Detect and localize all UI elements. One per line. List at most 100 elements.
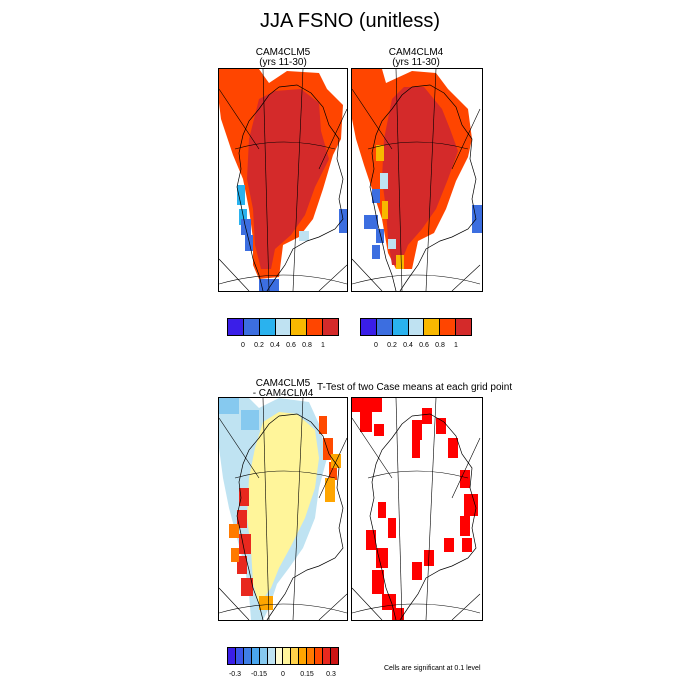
- significance-note: Cells are significant at 0.1 level: [384, 665, 481, 672]
- significant-cells: [436, 418, 446, 434]
- colorbar-swatch: [307, 319, 324, 335]
- colorbar-tick-label: 0: [281, 671, 285, 678]
- colorbar-swatch: [251, 648, 260, 664]
- case2-title-line2: (yrs 11-30): [392, 57, 440, 68]
- fsno-low-cells: [339, 209, 347, 233]
- colorbar-swatch: [361, 319, 377, 335]
- significant-cells: [460, 516, 470, 536]
- fsno-low-cells: [237, 185, 245, 205]
- significant-cells: [374, 424, 384, 436]
- coastline: [369, 84, 477, 291]
- significant-cells: [376, 548, 388, 568]
- colorbar-swatch: [440, 319, 457, 335]
- diff-negative-cells: [219, 398, 239, 414]
- colorbar-tick-label: 0.15: [300, 671, 314, 678]
- fsno-low-cells: [245, 235, 253, 251]
- diff-positive-cells: [323, 438, 333, 460]
- fsno-low-cells: [380, 173, 388, 189]
- colorbar-swatch: [330, 648, 338, 664]
- colorbar-tick-label: -0.3: [228, 671, 242, 678]
- case1-map: [219, 69, 347, 291]
- diff-positive-cells: [259, 596, 273, 610]
- diff-positive-cells: [239, 534, 251, 554]
- colorbar-swatch: [243, 319, 260, 335]
- fsno-high-region: [247, 89, 329, 269]
- diff-title-line1: CAM4CLM5: [255, 378, 311, 389]
- fsno-mid-cells: [396, 255, 404, 269]
- fsno-mid-cells: [382, 201, 388, 219]
- figure-title: JJA FSNO (unitless): [259, 10, 441, 32]
- significant-cells: [462, 538, 472, 552]
- colorbar-tick-label: 0.8: [435, 342, 445, 349]
- significant-cells: [422, 408, 432, 424]
- diff-negative-cells: [241, 410, 259, 430]
- fsno-low-cells: [241, 219, 251, 235]
- colorbar-case1: [227, 318, 339, 336]
- fsno-low-cells: [388, 239, 396, 249]
- colorbar-swatch: [228, 319, 244, 335]
- fsno-mid-cells: [376, 145, 384, 161]
- diff-positive-cells: [241, 578, 253, 596]
- colorbar-swatch: [259, 648, 268, 664]
- colorbar-tick-label: 0.6: [419, 342, 429, 349]
- colorbar-swatch: [408, 319, 425, 335]
- fsno-low-cells: [372, 189, 380, 203]
- case1-title-line1: CAM4CLM5: [255, 47, 311, 58]
- diff-positive-cells: [319, 416, 327, 434]
- diff-positive-cells: [239, 488, 249, 506]
- significant-cells: [412, 440, 420, 458]
- colorbar-tick-label: -0.15: [251, 671, 267, 678]
- colorbar-diff-labels: -0.3 -0.15 0 0.15 0.3: [227, 671, 339, 681]
- case1-title: CAM4CLM5 (yrs 11-30): [218, 48, 348, 68]
- lat-lon-grid: [352, 69, 481, 291]
- fsno-low-cells: [299, 231, 309, 241]
- colorbar-tick-label: 0.4: [403, 342, 413, 349]
- colorbar-swatch: [291, 319, 308, 335]
- colorbar-tick-label: 0: [374, 342, 378, 349]
- diff-title: CAM4CLM5 - CAM4CLM4: [218, 379, 348, 399]
- colorbar-swatch: [291, 648, 300, 664]
- colorbar-swatch: [323, 319, 339, 335]
- colorbar-swatch: [275, 319, 292, 335]
- diff-positive-cells: [229, 524, 239, 538]
- significant-cells: [412, 562, 422, 580]
- diff-positive-cells: [325, 478, 335, 502]
- colorbar-tick-label: 1: [454, 342, 458, 349]
- colorbar-case2-labels: 0 0.2 0.4 0.6 0.8 1: [360, 342, 472, 352]
- colorbar-swatch: [275, 648, 284, 664]
- fsno-low-cells: [364, 215, 378, 229]
- map-panel-case2: [351, 68, 483, 292]
- colorbar-swatch: [392, 319, 409, 335]
- colorbar-diff: [227, 647, 339, 665]
- case2-map: [352, 69, 482, 291]
- colorbar-swatch: [235, 648, 244, 664]
- lat-lon-grid: [219, 69, 347, 291]
- significant-cells: [378, 502, 386, 518]
- significant-cells: [460, 470, 470, 488]
- significant-cells: [360, 412, 372, 432]
- diff-title-line2: - CAM4CLM4: [252, 388, 314, 399]
- diff-positive-cells: [247, 412, 319, 604]
- case2-title: CAM4CLM4 (yrs 11-30): [351, 48, 481, 68]
- significant-cells: [464, 494, 478, 516]
- colorbar-swatch: [259, 319, 276, 335]
- diff-positive-cells: [237, 510, 247, 528]
- lat-lon-grid: [352, 398, 481, 620]
- colorbar-swatch: [243, 648, 252, 664]
- map-panel-case1: [218, 68, 348, 292]
- colorbar-case2: [360, 318, 472, 336]
- colorbar-tick-label: 1: [321, 342, 325, 349]
- colorbar-tick-label: 0.3: [326, 671, 336, 678]
- colorbar-case1-labels: 0 0.2 0.4 0.6 0.8 1: [227, 342, 339, 352]
- significant-cells: [352, 398, 382, 412]
- colorbar-swatch: [228, 648, 236, 664]
- colorbar-swatch: [267, 648, 276, 664]
- coastline: [369, 413, 477, 620]
- colorbar-swatch: [307, 648, 316, 664]
- colorbar-tick-label: 0.8: [302, 342, 312, 349]
- coastline: [236, 84, 344, 291]
- colorbar-tick-label: 0: [241, 342, 245, 349]
- colorbar-swatch: [456, 319, 472, 335]
- colorbar-tick-label: 0.4: [270, 342, 280, 349]
- ttest-title: T-Test of two Case means at each grid po…: [317, 382, 513, 393]
